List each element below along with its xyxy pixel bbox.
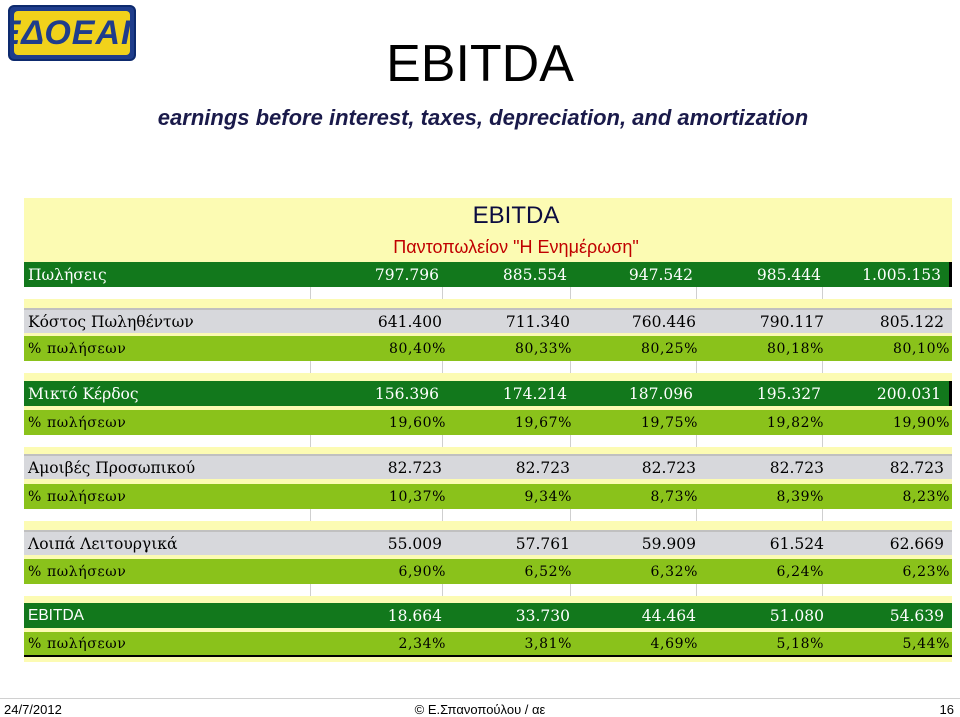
table-row-percent: % πωλήσεων 6,90% 6,52% 6,32% 6,24% 6,23%	[24, 559, 952, 584]
table-row-sales: Πωλήσεις 797.796 885.554 947.542 985.444…	[24, 262, 952, 287]
logo: ΕΔΟΕΑΠ	[8, 5, 136, 61]
cell-value: 6,23%	[902, 563, 950, 580]
cell-value: 1.005.153	[862, 265, 941, 284]
cell-value: 947.542	[628, 265, 693, 284]
cell-value: 187.096	[628, 384, 693, 403]
table-title: EBITDA	[472, 202, 560, 229]
table-row-gross-profit: Μικτό Κέρδος 156.396 174.214 187.096 195…	[24, 381, 952, 406]
cell-value: 5,44%	[902, 635, 950, 652]
logo-text: ΕΔΟΕΑΠ	[10, 13, 134, 52]
logo-inner: ΕΔΟΕΑΠ	[10, 11, 134, 55]
row-label: Πωλήσεις	[28, 265, 107, 284]
table-row-cost-of-sales: Κόστος Πωληθέντων 641.400 711.340 760.44…	[24, 308, 952, 333]
table-row-staff-wages: Αμοιβές Προσωπικού 82.723 82.723 82.723 …	[24, 454, 952, 479]
cell-value: 6,90%	[398, 563, 446, 580]
cell-value: 19,67%	[515, 414, 572, 431]
row-label: % πωλήσεων	[28, 414, 127, 431]
cell-value: 6,32%	[650, 563, 698, 580]
cell-value: 19,90%	[893, 414, 950, 431]
cell-value: 8,23%	[902, 488, 950, 505]
row-gap	[24, 584, 952, 596]
cell-value: 80,25%	[641, 340, 698, 357]
cell-value: 200.031	[876, 384, 941, 403]
slide-title: EBITDA	[386, 35, 574, 93]
slide-subtitle: earnings before interest, taxes, depreci…	[157, 105, 809, 130]
cell-value: 44.464	[641, 606, 696, 625]
cell-value: 80,40%	[389, 340, 446, 357]
cell-value: 3,81%	[524, 635, 572, 652]
spreadsheet-table: EBITDA Παντοπωλείον "Η Ενημέρωση" Πωλήσε…	[24, 198, 952, 662]
row-label: Λοιπά Λειτουργικά	[28, 534, 178, 553]
cell-value: 33.730	[515, 606, 570, 625]
cell-value: 10,37%	[389, 488, 446, 505]
cell-value: 6,52%	[524, 563, 572, 580]
cell-value: 885.554	[502, 265, 567, 284]
cell-value: 80,18%	[767, 340, 824, 357]
cell-value: 711.340	[505, 312, 570, 331]
cell-value: 174.214	[502, 384, 567, 403]
footer-page-number: 16	[939, 702, 954, 717]
cell-value: 19,82%	[767, 414, 824, 431]
table-row-percent: % πωλήσεων 2,34% 3,81% 4,69% 5,18% 5,44%	[24, 632, 952, 657]
cell-value: 6,24%	[776, 563, 824, 580]
table-row-ebitda: EBITDA 18.664 33.730 44.464 51.080 54.63…	[24, 603, 952, 628]
row-label: % πωλήσεων	[28, 340, 127, 357]
cell-value: 9,34%	[524, 488, 572, 505]
cell-value: 80,33%	[515, 340, 572, 357]
footer-divider	[0, 698, 960, 699]
cell-value: 82.723	[387, 458, 442, 477]
row-gap	[24, 361, 952, 373]
cell-value: 760.446	[631, 312, 696, 331]
table-row-percent: % πωλήσεων 10,37% 9,34% 8,73% 8,39% 8,23…	[24, 484, 952, 509]
row-label: % πωλήσεων	[28, 563, 127, 580]
cell-value: 805.122	[879, 312, 944, 331]
cell-value: 59.909	[641, 534, 696, 553]
row-label: Αμοιβές Προσωπικού	[28, 458, 196, 477]
cell-value: 156.396	[374, 384, 439, 403]
cell-value: 19,60%	[389, 414, 446, 431]
cell-value: 62.669	[889, 534, 944, 553]
cell-value: 2,34%	[398, 635, 446, 652]
row-gap	[24, 435, 952, 447]
cell-value: 4,69%	[650, 635, 698, 652]
cell-value: 82.723	[769, 458, 824, 477]
cell-value: 55.009	[387, 534, 442, 553]
cell-value: 5,18%	[776, 635, 824, 652]
footer-author: © Ε.Σπανοπούλου / αε	[414, 702, 546, 717]
row-label: Κόστος Πωληθέντων	[28, 312, 194, 331]
cell-value: 54.639	[889, 606, 944, 625]
cell-value: 195.327	[756, 384, 821, 403]
table-row-other-operating: Λοιπά Λειτουργικά 55.009 57.761 59.909 6…	[24, 530, 952, 555]
footer-date: 24/7/2012	[4, 702, 62, 717]
row-gap	[24, 509, 952, 521]
table-row-percent: % πωλήσεων 19,60% 19,67% 19,75% 19,82% 1…	[24, 410, 952, 435]
cell-value: 61.524	[769, 534, 824, 553]
table-subtitle: Παντοπωλείον "Η Ενημέρωση"	[393, 237, 639, 257]
cell-value: 19,75%	[641, 414, 698, 431]
cell-value: 985.444	[756, 265, 821, 284]
cell-value: 51.080	[769, 606, 824, 625]
cell-value: 18.664	[387, 606, 442, 625]
cell-value: 790.117	[759, 312, 824, 331]
row-label: Μικτό Κέρδος	[28, 384, 139, 403]
cell-value: 82.723	[889, 458, 944, 477]
cell-value: 641.400	[377, 312, 442, 331]
row-label: EBITDA	[28, 606, 84, 624]
cell-value: 82.723	[515, 458, 570, 477]
cell-value: 8,73%	[650, 488, 698, 505]
cell-value: 797.796	[374, 265, 439, 284]
table-row-percent: % πωλήσεων 80,40% 80,33% 80,25% 80,18% 8…	[24, 336, 952, 361]
cell-value: 8,39%	[776, 488, 824, 505]
cell-value: 57.761	[515, 534, 570, 553]
row-gap	[24, 287, 952, 299]
row-label: % πωλήσεων	[28, 635, 127, 652]
cell-value: 80,10%	[893, 340, 950, 357]
row-label: % πωλήσεων	[28, 488, 127, 505]
cell-value: 82.723	[641, 458, 696, 477]
